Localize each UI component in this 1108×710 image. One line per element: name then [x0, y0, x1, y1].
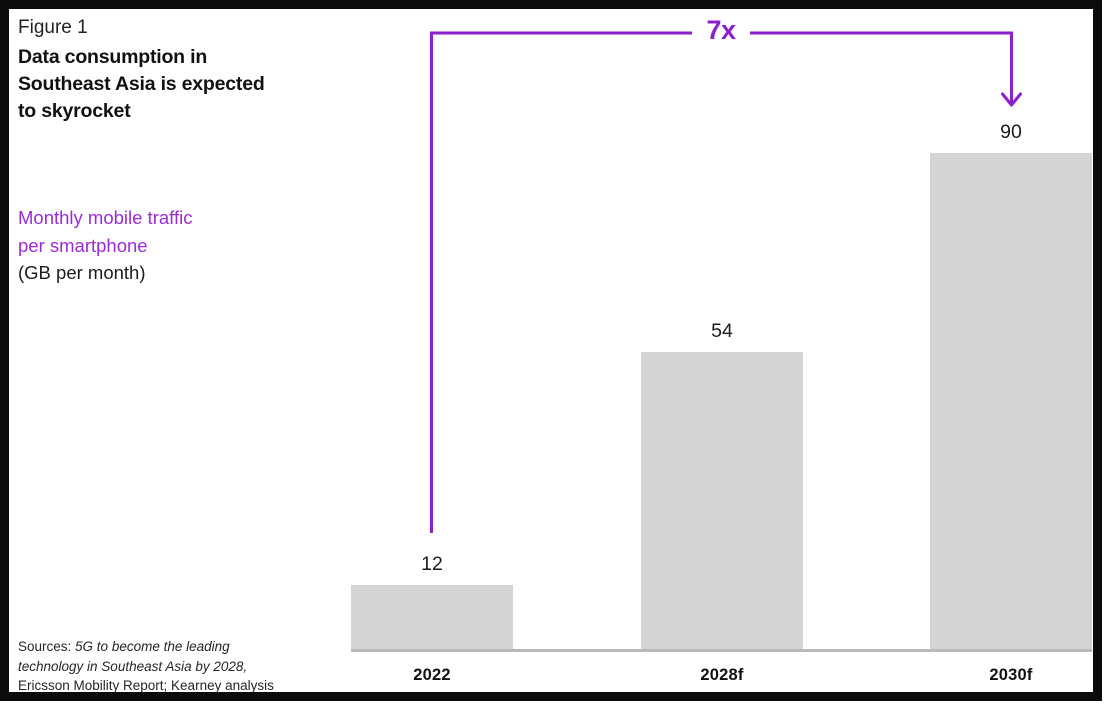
- bar-2030f: [930, 153, 1092, 651]
- sources-rest: Ericsson Mobility Report; Kearney analys…: [18, 678, 274, 693]
- bar-group-2022: 12: [351, 553, 513, 651]
- bar-value-label: 54: [711, 320, 733, 342]
- bar-group-2028f: 54: [641, 320, 803, 651]
- sources-prefix: Sources:: [18, 639, 72, 654]
- y-axis-label: Monthly mobile traffic per smartphone (G…: [18, 204, 224, 287]
- sources-italic-title: 5G to become the leading technology in S…: [18, 639, 248, 674]
- bar-value-label: 12: [421, 553, 443, 575]
- x-axis-label-2022: 2022: [413, 666, 451, 684]
- sources-note: Sources: 5G to become the leading techno…: [18, 637, 286, 696]
- figure-title: Data consumption in Southeast Asia is ex…: [18, 46, 265, 122]
- multiplier-annotation: 7x: [706, 15, 736, 45]
- x-axis-label-2028f: 2028f: [700, 666, 744, 684]
- y-axis-unit: (GB per month): [18, 262, 146, 283]
- bar-2028f: [641, 352, 803, 651]
- bar-value-label: 90: [1000, 121, 1022, 143]
- x-axis-label-2030f: 2030f: [989, 666, 1033, 684]
- y-axis-label-text: Monthly mobile traffic per smartphone: [18, 207, 193, 256]
- figure-number: Figure 1: [18, 17, 88, 38]
- x-axis-line: [351, 649, 1092, 652]
- bar-group-2030f: 90: [930, 121, 1092, 651]
- bar-2022: [351, 585, 513, 651]
